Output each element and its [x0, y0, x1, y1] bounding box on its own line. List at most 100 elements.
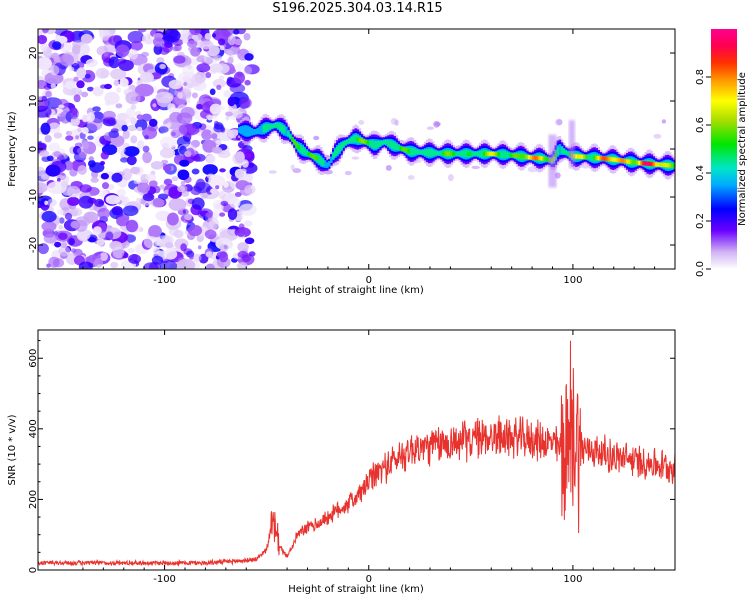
noise-blob — [196, 63, 211, 73]
noise-blob — [161, 41, 173, 53]
ridge-core — [544, 156, 547, 161]
noise-blob — [218, 75, 225, 80]
ridge-band — [438, 151, 441, 156]
ridge-band — [301, 146, 304, 154]
noise-blob — [204, 229, 217, 240]
ridge-band — [415, 149, 419, 155]
noise-blob — [142, 193, 155, 202]
noise-blob — [208, 217, 219, 230]
ridge-core — [366, 140, 370, 145]
noise-blob — [81, 127, 89, 135]
ridge-core — [666, 163, 670, 168]
noise-blob — [70, 220, 80, 229]
noise-blob — [151, 255, 164, 265]
noise-blob — [219, 45, 225, 51]
ridge-band — [342, 141, 345, 147]
noise-blob — [96, 239, 105, 247]
noise-blob — [111, 172, 123, 183]
noise-blob — [111, 206, 123, 216]
noise-blob — [661, 119, 667, 124]
noise-blob — [66, 185, 81, 198]
noise-blob — [196, 103, 203, 110]
noise-blob — [115, 87, 122, 93]
ridge-core — [309, 153, 313, 158]
noise-blob — [407, 175, 415, 180]
noise-blob — [219, 168, 226, 173]
noise-blob — [182, 39, 188, 44]
ridge-band — [256, 127, 260, 135]
ridge-core — [528, 155, 531, 160]
noise-blob — [97, 208, 111, 219]
noise-blob — [223, 90, 232, 98]
noise-blob — [83, 211, 99, 224]
noise-blob — [115, 103, 123, 109]
noise-blob — [653, 133, 662, 139]
noise-layer — [38, 29, 667, 269]
noise-blob — [80, 33, 93, 44]
noise-blob — [67, 196, 80, 206]
noise-blob — [225, 111, 234, 117]
noise-blob — [216, 251, 227, 259]
noise-blob — [104, 118, 110, 124]
ridge-band — [391, 141, 394, 149]
ridge-band — [299, 144, 302, 153]
ridge-core — [491, 151, 494, 156]
noise-blob — [180, 243, 187, 252]
ridge-band — [372, 141, 376, 149]
noise-blob — [172, 46, 180, 52]
ridge-band — [374, 141, 378, 149]
y-tick-label: 10 — [28, 95, 39, 108]
ridge-core — [446, 151, 449, 156]
noise-blob — [135, 197, 142, 204]
noise-blob — [48, 142, 61, 152]
noise-blob — [123, 146, 140, 157]
noise-blob — [143, 236, 160, 249]
snr-x-ticks: -100 0 100 — [82, 330, 656, 585]
noise-blob — [290, 164, 295, 171]
ridge-core — [613, 157, 617, 162]
ridge-core — [466, 151, 470, 156]
noise-blob — [152, 36, 164, 47]
y-tick-label: -10 — [28, 189, 39, 205]
ridge-core — [297, 145, 300, 150]
ridge-band — [477, 151, 480, 157]
ridge-core — [485, 151, 488, 156]
noise-blob — [88, 156, 95, 161]
noise-blob — [226, 49, 234, 56]
noise-blob — [110, 261, 119, 269]
ridge-core — [611, 157, 615, 162]
noise-blob — [108, 130, 120, 139]
ridge-core — [593, 155, 596, 160]
noise-blob — [118, 59, 134, 72]
ridge-core — [597, 156, 600, 161]
noise-blob — [171, 176, 179, 182]
noise-blob — [149, 180, 158, 188]
noise-blob — [184, 150, 192, 157]
noise-blob — [127, 247, 135, 253]
noise-blob — [212, 33, 217, 38]
ridge-core — [521, 154, 525, 159]
noise-blob — [125, 219, 139, 233]
ridge-band — [397, 145, 400, 151]
noise-blob — [218, 190, 226, 200]
noise-blob — [85, 58, 98, 68]
noise-blob — [244, 79, 251, 86]
ridge-band — [278, 123, 282, 131]
colorbar-tick-label: 0.2 — [695, 213, 706, 229]
ridge-core — [315, 156, 319, 161]
noise-blob — [130, 40, 143, 51]
noise-blob — [234, 192, 242, 197]
ridge-band — [409, 147, 413, 156]
noise-blob — [76, 80, 85, 89]
noise-blob — [39, 150, 50, 158]
ridge-band — [387, 140, 390, 147]
ridge-band — [411, 147, 415, 156]
noise-blob — [173, 229, 184, 239]
noise-blob — [155, 91, 174, 104]
snr-plot-frame — [37, 329, 676, 571]
noise-blob — [158, 126, 169, 133]
noise-blob — [191, 168, 200, 175]
ridge-core — [293, 140, 296, 145]
ridge-band — [423, 149, 427, 156]
noise-blob — [167, 103, 176, 113]
